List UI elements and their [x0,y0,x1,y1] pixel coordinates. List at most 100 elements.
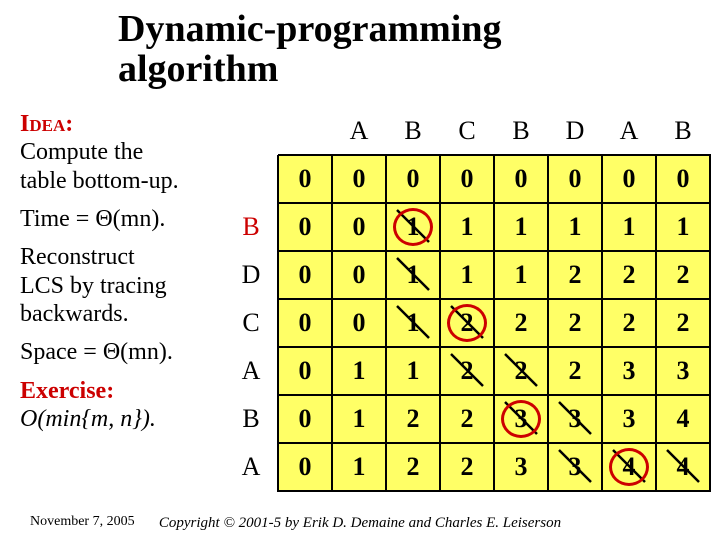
lcs-match-circle [393,208,433,246]
dp-cell: 1 [494,251,548,299]
diagonal-arrow-icon [503,400,539,436]
dp-cell: 0 [278,395,332,443]
dp-cell: 2 [440,299,494,347]
dp-cell: 2 [548,347,602,395]
diagonal-arrow-icon [395,256,431,292]
reconstruct-2: LCS by tracing [20,273,167,299]
dp-cell: 0 [548,155,602,203]
time-expr: Θ(mn). [95,206,165,232]
dp-cell: 0 [278,203,332,251]
dp-cell: 2 [440,347,494,395]
diagonal-arrow-icon [557,448,593,484]
dp-cell: 0 [278,347,332,395]
row-header: C [225,299,278,347]
dp-cell: 1 [440,251,494,299]
col-header: D [548,108,602,155]
diagonal-arrow-icon [395,208,431,244]
row-header: B [225,395,278,443]
row-header: B [225,203,278,251]
dp-cell: 4 [656,443,710,491]
diagonal-arrow-icon [665,448,701,484]
dp-cell: 2 [494,347,548,395]
exercise-label: Exercise: [20,378,114,404]
lcs-match-circle [447,304,487,342]
dp-cell: 0 [440,155,494,203]
diagonal-arrow-icon [449,304,485,340]
dp-cell: 1 [602,203,656,251]
diagonal-arrow-icon [611,448,647,484]
dp-cell: 1 [332,395,386,443]
diagonal-arrow-icon [503,352,539,388]
dp-cell: 1 [656,203,710,251]
dp-cell: 0 [332,203,386,251]
row-header: D [225,251,278,299]
dp-cell: 3 [548,443,602,491]
dp-cell: 0 [332,299,386,347]
title-line-1: Dynamic-programming [118,8,502,50]
dp-cell: 1 [386,251,440,299]
idea-label: Idea: [20,111,73,137]
dp-table-wrap: ABCBDAB00000000B00111111D00111222C001222… [225,108,711,492]
dp-cell: 1 [548,203,602,251]
dp-cell: 3 [656,347,710,395]
dp-cell: 3 [602,395,656,443]
dp-cell: 1 [332,347,386,395]
dp-cell: 0 [278,443,332,491]
space-label: Space = [20,339,103,365]
dp-cell: 4 [656,395,710,443]
lcs-match-circle [609,448,649,486]
dp-cell: 3 [602,347,656,395]
dp-cell: 3 [494,395,548,443]
dp-cell: 2 [548,299,602,347]
diagonal-arrow-icon [557,400,593,436]
dp-cell: 2 [602,251,656,299]
dp-cell: 0 [278,299,332,347]
reconstruct-3: backwards. [20,301,129,327]
exercise-line-1: O(min{m, n}). [20,406,156,432]
dp-cell: 0 [386,155,440,203]
lcs-match-circle [501,400,541,438]
col-header: B [656,108,710,155]
dp-cell: 2 [440,395,494,443]
body-text: Idea: Compute the table bottom-up. Time … [20,110,230,443]
row-header: A [225,443,278,491]
dp-cell: 2 [602,299,656,347]
diagonal-arrow-icon [395,304,431,340]
idea-text-2: table bottom-up. [20,168,179,194]
dp-cell: 2 [386,395,440,443]
dp-cell: 2 [548,251,602,299]
reconstruct-1: Reconstruct [20,244,135,270]
idea-text-1: Compute the [20,139,143,165]
dp-cell: 1 [386,347,440,395]
dp-cell: 1 [386,299,440,347]
dp-cell: 0 [602,155,656,203]
dp-cell: 4 [602,443,656,491]
dp-cell: 0 [656,155,710,203]
row-header [225,155,278,203]
dp-cell: 0 [332,251,386,299]
dp-cell: 1 [494,203,548,251]
dp-cell: 0 [278,155,332,203]
dp-cell: 2 [386,443,440,491]
dp-table: ABCBDAB00000000B00111111D00111222C001222… [225,108,711,492]
dp-cell: 2 [440,443,494,491]
col-header-blank [225,108,278,155]
dp-cell: 1 [332,443,386,491]
col-header: C [440,108,494,155]
dp-cell: 3 [494,443,548,491]
dp-cell: 2 [656,299,710,347]
space-expr: Θ(mn). [103,339,173,365]
col-header [278,108,332,155]
slide-title: Dynamic-programming algorithm [118,10,502,90]
col-header: A [602,108,656,155]
dp-cell: 0 [278,251,332,299]
col-header: A [332,108,386,155]
title-line-2: algorithm [118,48,278,90]
col-header: B [386,108,440,155]
diagonal-arrow-icon [449,352,485,388]
dp-cell: 0 [332,155,386,203]
col-header: B [494,108,548,155]
dp-cell: 1 [386,203,440,251]
time-label: Time = [20,206,95,232]
dp-cell: 0 [494,155,548,203]
